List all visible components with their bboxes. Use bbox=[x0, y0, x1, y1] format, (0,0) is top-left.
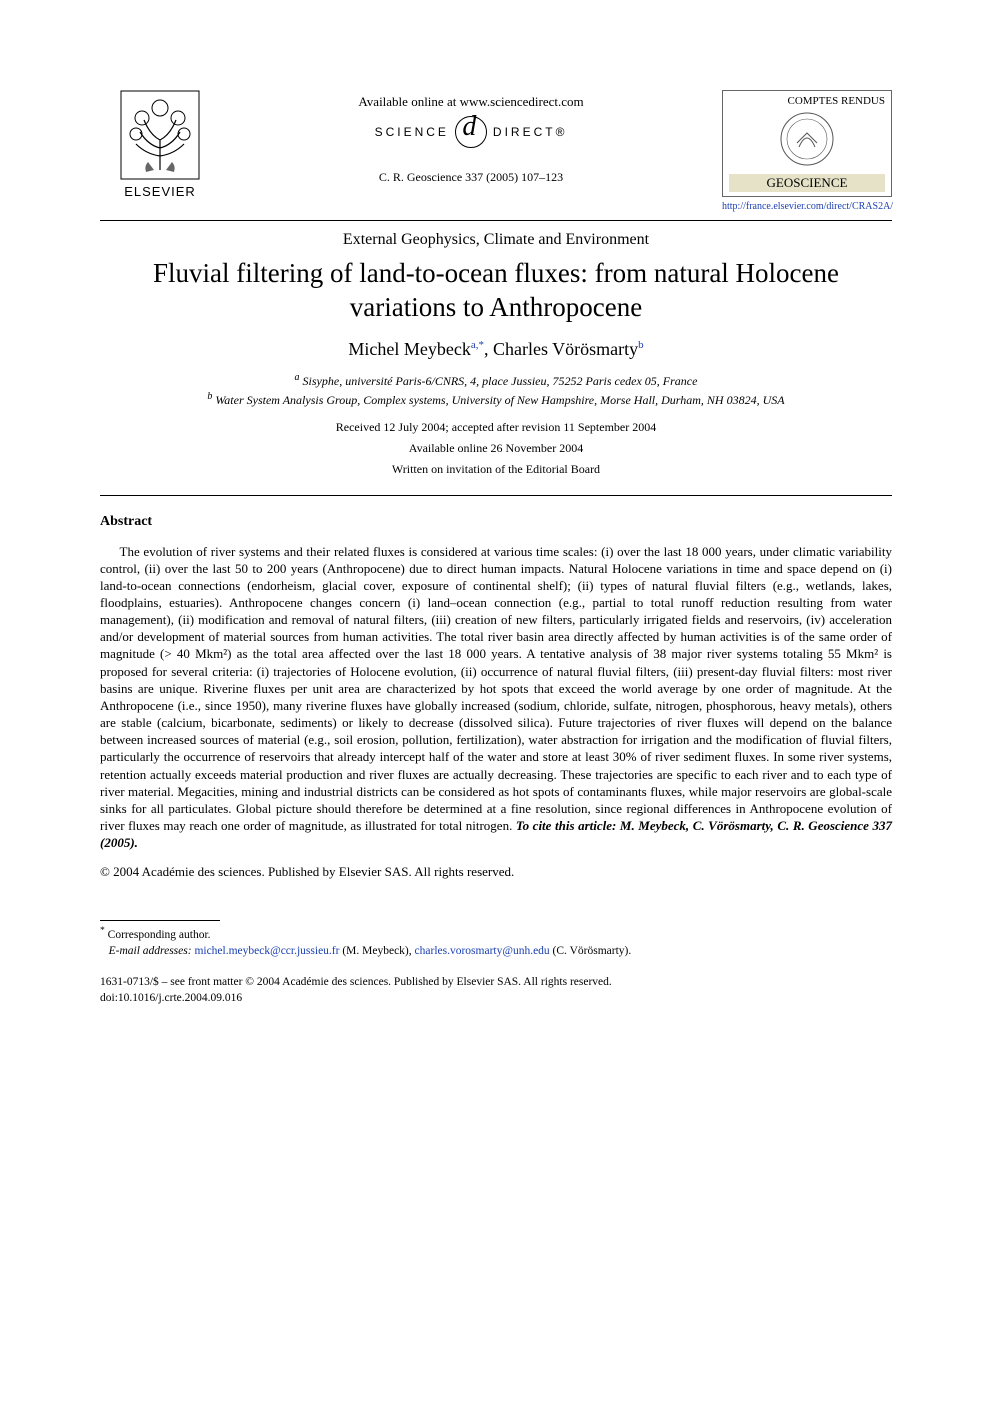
elsevier-tree-icon bbox=[120, 90, 200, 180]
corr-text: Corresponding author. bbox=[108, 929, 211, 941]
sd-at-icon: d bbox=[455, 116, 487, 148]
email-label: E-mail addresses: bbox=[109, 945, 192, 957]
author-1: Michel Meybeck bbox=[348, 339, 470, 359]
available-online-date: Available online 26 November 2004 bbox=[100, 441, 892, 456]
affiliation-a-text: Sisyphe, université Paris-6/CNRS, 4, pla… bbox=[303, 374, 698, 388]
publisher-block: ELSEVIER bbox=[100, 90, 220, 199]
doi-line: doi:10.1016/j.crte.2004.09.016 bbox=[100, 991, 892, 1007]
cr-emblem-icon bbox=[779, 111, 835, 167]
author-1-affil: a,* bbox=[471, 339, 484, 351]
email-1-link[interactable]: michel.meybeck@ccr.jussieu.fr bbox=[194, 945, 339, 957]
citation-line: C. R. Geoscience 337 (2005) 107–123 bbox=[220, 170, 722, 185]
header-row: ELSEVIER Available online at www.science… bbox=[100, 90, 892, 212]
invitation-note: Written on invitation of the Editorial B… bbox=[100, 462, 892, 477]
footnotes: * Corresponding author. E-mail addresses… bbox=[100, 925, 892, 959]
top-rule bbox=[100, 220, 892, 221]
header-center: Available online at www.sciencedirect.co… bbox=[220, 90, 722, 185]
abstract-text: The evolution of river systems and their… bbox=[100, 544, 892, 834]
affiliation-b-text: Water System Analysis Group, Complex sys… bbox=[215, 393, 784, 407]
abstract-copyright: © 2004 Académie des sciences. Published … bbox=[100, 864, 892, 880]
section-label: External Geophysics, Climate and Environ… bbox=[100, 231, 892, 249]
authors: Michel Meybecka,*, Charles Vörösmartyb bbox=[100, 339, 892, 360]
available-online-text: Available online at www.sciencedirect.co… bbox=[220, 94, 722, 110]
footer-meta: 1631-0713/$ – see front matter © 2004 Ac… bbox=[100, 975, 892, 1006]
received-accepted-dates: Received 12 July 2004; accepted after re… bbox=[100, 420, 892, 435]
affiliation-a: a Sisyphe, université Paris-6/CNRS, 4, p… bbox=[100, 372, 892, 389]
footnote-rule bbox=[100, 920, 220, 921]
cr-geoscience-label: GEOSCIENCE bbox=[729, 174, 885, 192]
email-1-who: (M. Meybeck), bbox=[339, 945, 414, 957]
cr-top-label: COMPTES RENDUS bbox=[729, 95, 885, 107]
journal-url-link[interactable]: http://france.elsevier.com/direct/CRAS2A… bbox=[722, 201, 892, 212]
affiliation-b: b Water System Analysis Group, Complex s… bbox=[100, 391, 892, 408]
sd-left-text: SCIENCE bbox=[375, 125, 449, 139]
elsevier-label: ELSEVIER bbox=[124, 184, 196, 199]
author-2: Charles Vörösmarty bbox=[493, 339, 638, 359]
email-2-who: (C. Vörösmarty). bbox=[550, 945, 632, 957]
issn-line: 1631-0713/$ – see front matter © 2004 Ac… bbox=[100, 975, 892, 991]
email-addresses-line: E-mail addresses: michel.meybeck@ccr.jus… bbox=[100, 944, 892, 960]
author-2-affil: b bbox=[638, 339, 644, 351]
abstract-top-rule bbox=[100, 495, 892, 496]
title-line-1: Fluvial filtering of land-to-ocean fluxe… bbox=[153, 258, 839, 288]
comptes-rendus-box: COMPTES RENDUS GEOSCIENCE bbox=[722, 90, 892, 197]
abstract-body: The evolution of river systems and their… bbox=[100, 543, 892, 852]
journal-block: COMPTES RENDUS GEOSCIENCE http://france.… bbox=[722, 90, 892, 212]
sd-right-text: DIRECT® bbox=[493, 125, 568, 139]
corresponding-author-note: * Corresponding author. bbox=[100, 925, 892, 943]
page: ELSEVIER Available online at www.science… bbox=[0, 0, 992, 1066]
title-line-2: variations to Anthropocene bbox=[350, 292, 642, 322]
article-title: Fluvial filtering of land-to-ocean fluxe… bbox=[100, 257, 892, 325]
sciencedirect-logo: SCIENCE d DIRECT® bbox=[220, 116, 722, 148]
abstract-heading: Abstract bbox=[100, 514, 892, 530]
email-2-link[interactable]: charles.vorosmarty@unh.edu bbox=[415, 945, 550, 957]
